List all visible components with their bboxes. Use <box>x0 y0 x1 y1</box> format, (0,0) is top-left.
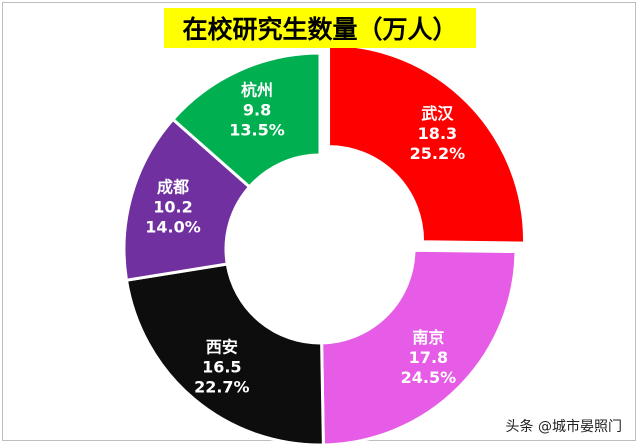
slice-label-category-4: 杭州 <box>241 81 273 100</box>
slice-label-value-1: 17.8 <box>409 348 448 367</box>
slice-label-value-4: 9.8 <box>243 101 271 120</box>
slice-label-category-1: 南京 <box>412 328 444 347</box>
slice-label-value-0: 18.3 <box>418 124 457 143</box>
title-banner: 在校研究生数量（万人） <box>164 8 476 48</box>
donut-slice-4 <box>170 51 322 189</box>
slice-label-percent-1: 24.5% <box>401 368 457 387</box>
slice-label-category-3: 成都 <box>157 178 189 197</box>
slice-label-category-2: 西安 <box>206 337 238 356</box>
slice-label-percent-3: 14.0% <box>145 218 201 237</box>
donut-slice-1 <box>320 248 518 445</box>
slice-label-percent-2: 22.7% <box>194 377 250 396</box>
slice-label-value-3: 10.2 <box>153 198 192 217</box>
donut-slice-0 <box>327 43 527 245</box>
slice-label-value-2: 16.5 <box>202 357 241 376</box>
chart-title: 在校研究生数量（万人） <box>182 15 458 44</box>
donut-slice-2 <box>124 262 325 445</box>
slice-label-percent-0: 25.2% <box>410 144 466 163</box>
watermark-text: 头条 @城市晏照门 <box>505 419 622 435</box>
slice-label-category-0: 武汉 <box>421 104 454 123</box>
slice-label-percent-4: 13.5% <box>229 121 285 140</box>
